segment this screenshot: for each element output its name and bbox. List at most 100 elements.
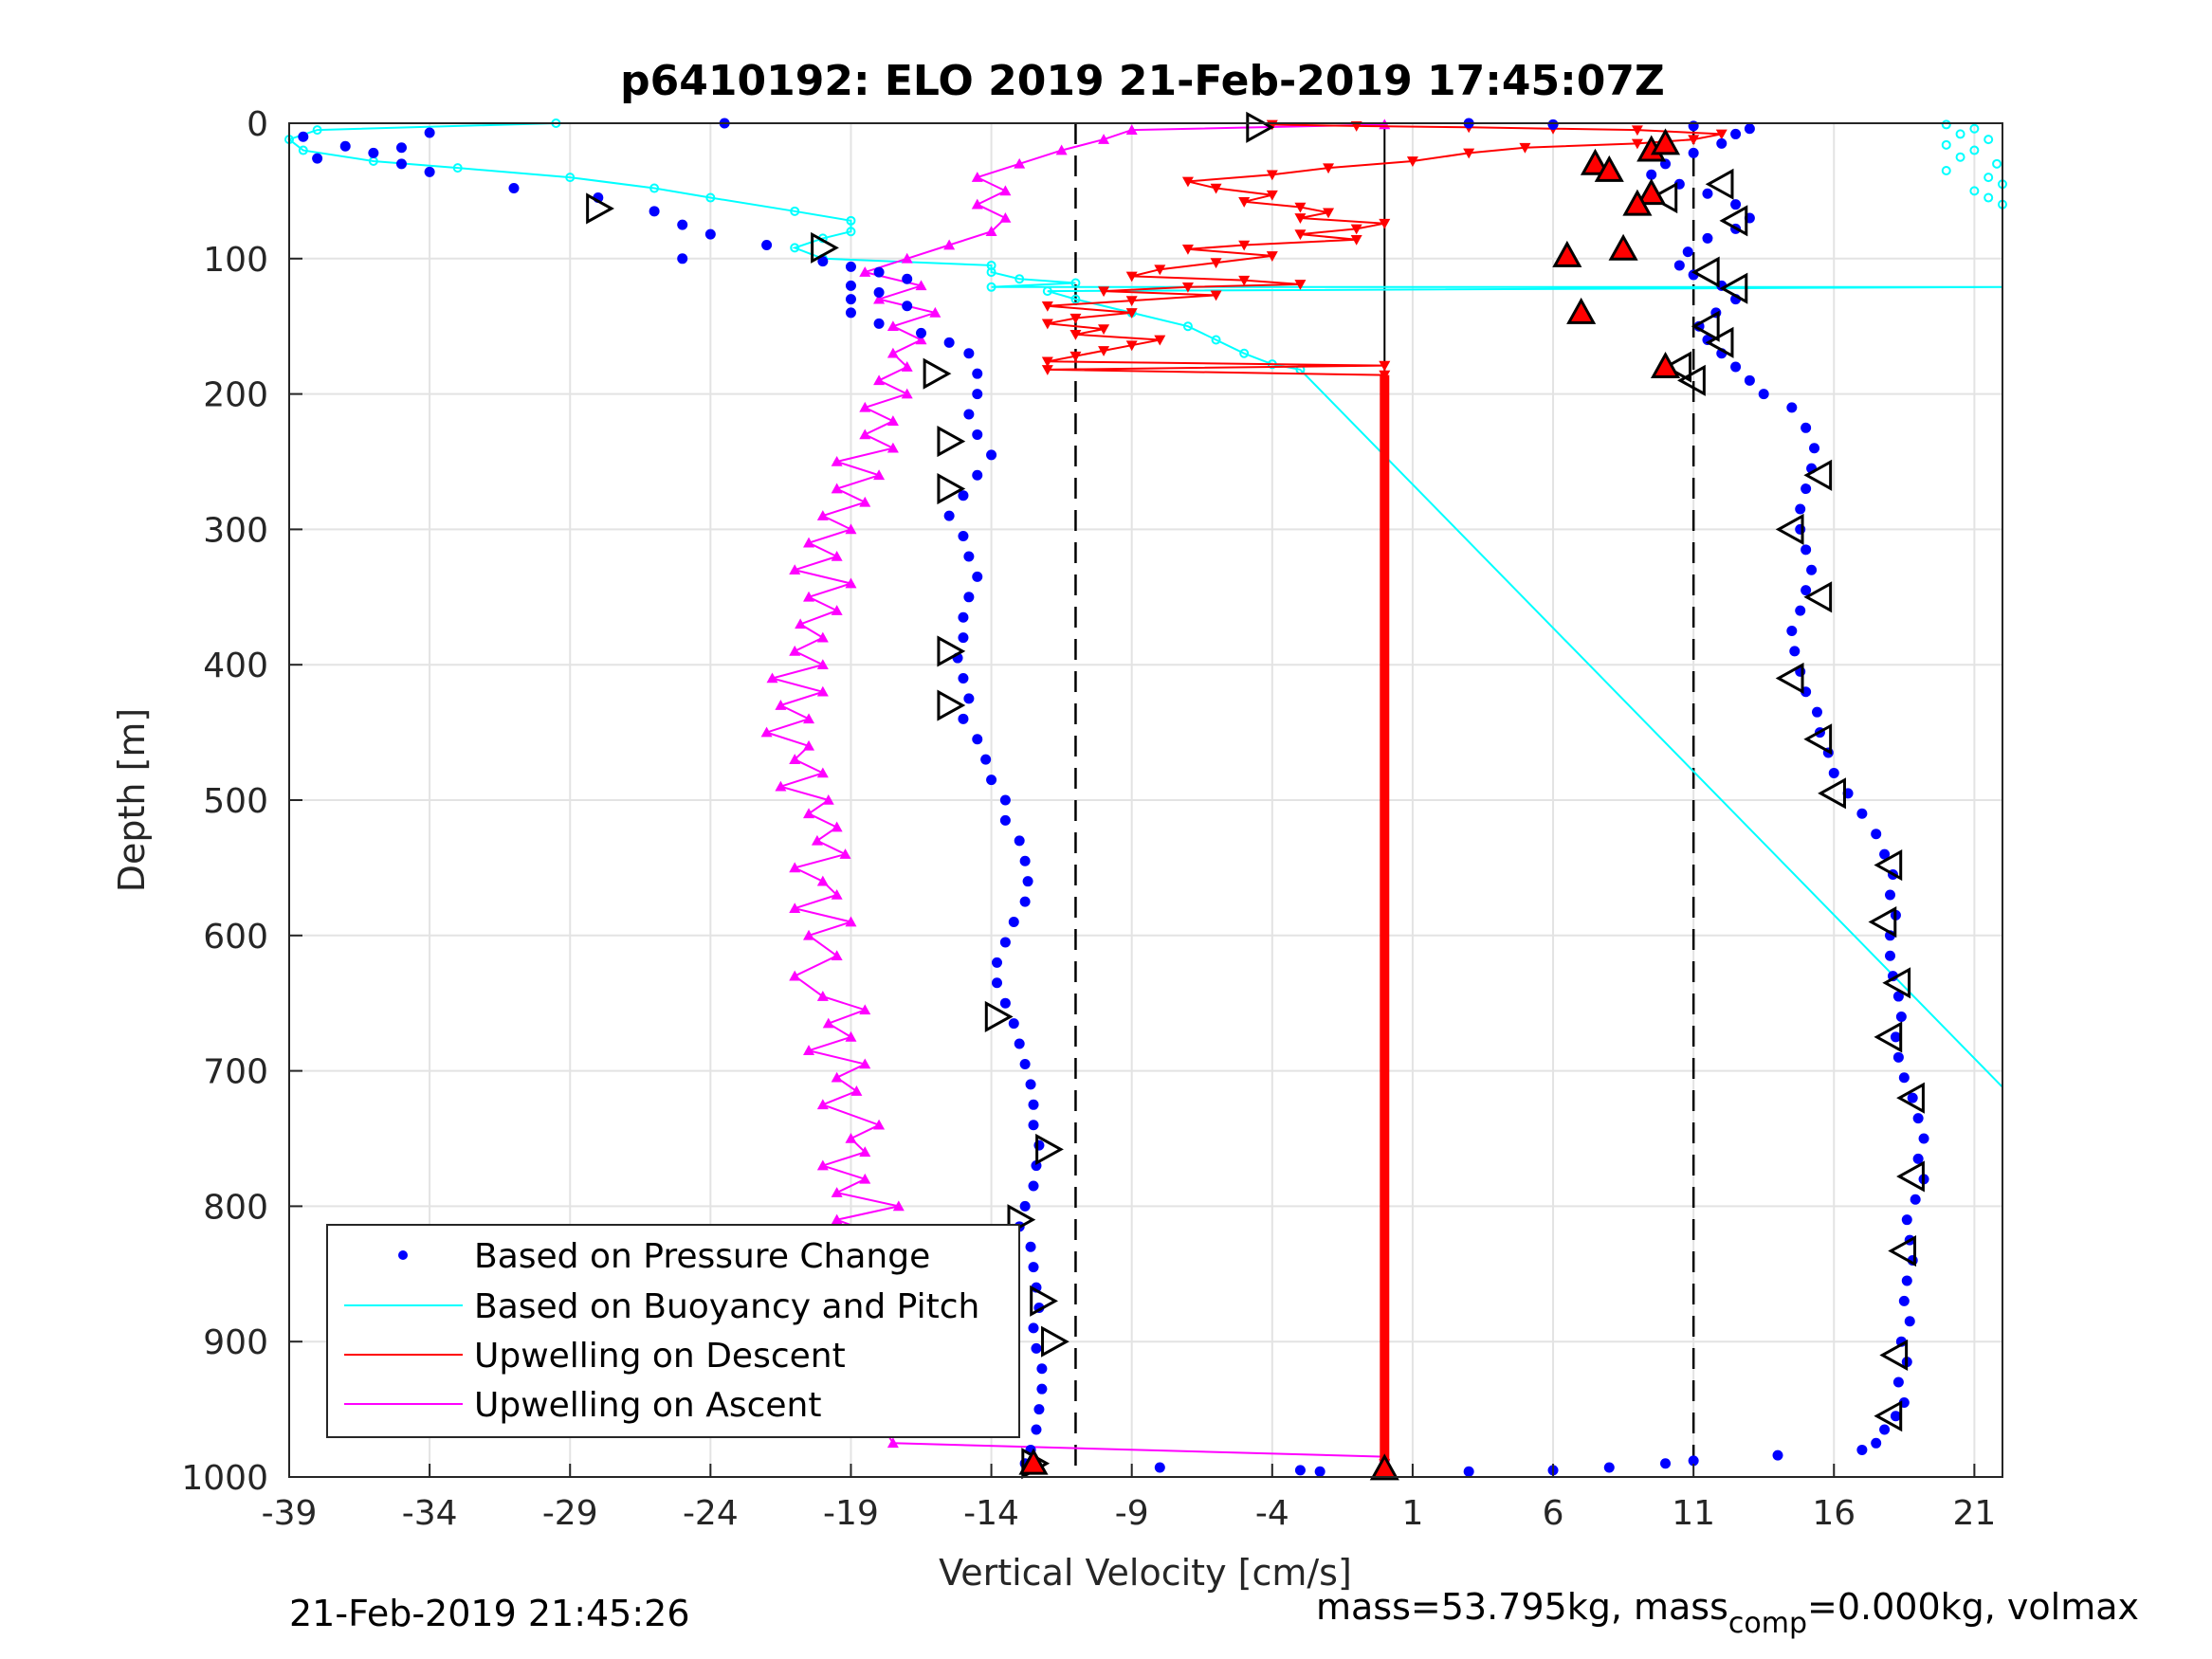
pressure-change-point: [999, 997, 1011, 1009]
pressure-change-point: [1904, 1316, 1915, 1327]
ascent-upwelling-point: [803, 929, 815, 940]
pressure-change-point: [817, 256, 829, 267]
red-filled-marker: [1580, 148, 1611, 175]
ascent-upwelling-point: [887, 347, 899, 358]
x-axis-label: Vertical Velocity [cm/s]: [939, 1552, 1352, 1594]
pressure-change-point: [1885, 889, 1896, 901]
open-triangle-marker: [1803, 581, 1833, 613]
buoyancy-surface-point: [1992, 158, 2002, 169]
pressure-change-point: [1025, 1079, 1036, 1090]
ascent-upwelling-point: [845, 1133, 857, 1143]
ascent-upwelling-point: [901, 388, 913, 399]
descent-upwelling-point: [1406, 156, 1418, 167]
descent-upwelling-point: [1041, 301, 1053, 312]
ascent-upwelling-point: [789, 970, 801, 981]
pressure-change-point: [943, 337, 955, 348]
pressure-change-point: [1008, 917, 1019, 928]
descent-upwelling-point: [1098, 346, 1110, 356]
pressure-change-point: [963, 551, 975, 562]
pressure-change-point: [963, 409, 975, 420]
pressure-change-point: [1809, 443, 1820, 454]
ascent-upwelling-point: [887, 415, 899, 426]
descent-upwelling-point: [1238, 240, 1251, 251]
pressure-change-point: [1871, 829, 1882, 840]
ascent-upwelling-point: [999, 185, 1012, 196]
ascent-upwelling-point: [929, 306, 941, 318]
pressure-change-point: [677, 219, 688, 230]
ascent-upwelling-point: [816, 875, 829, 886]
x-tick-label: 21: [1952, 1494, 1996, 1533]
descent-upwelling-point: [1041, 319, 1053, 330]
descent-upwelling-point: [1181, 282, 1194, 293]
ascent-upwelling-point: [859, 496, 871, 507]
open-triangle-marker: [1677, 364, 1706, 396]
red-filled-marker: [1650, 351, 1681, 378]
pressure-change-point: [972, 428, 983, 440]
pressure-change-point: [986, 449, 997, 461]
ascent-upwelling-point: [839, 848, 851, 859]
pressure-change-point: [1801, 483, 1812, 495]
pressure-change-point: [1871, 1437, 1882, 1449]
ascent-upwelling-point: [816, 631, 829, 643]
pressure-change-point: [1036, 1383, 1048, 1395]
buoyancy-surface-point: [1941, 139, 1951, 150]
x-tick-label: -4: [1255, 1494, 1289, 1533]
ascent-upwelling-point: [775, 700, 787, 710]
pressure-change-point: [704, 228, 716, 240]
pressure-change-point: [1795, 503, 1806, 515]
open-triangle-marker: [1874, 1400, 1903, 1432]
pressure-change-point: [999, 937, 1011, 948]
open-triangle-marker: [1691, 310, 1720, 342]
pressure-change-point: [1028, 1322, 1039, 1334]
open-triangle-marker: [984, 1000, 1014, 1033]
pressure-change-point: [1033, 1139, 1045, 1151]
ascent-upwelling-point: [859, 1173, 871, 1184]
pressure-change-point: [1660, 1458, 1672, 1469]
red-filled-marker: [1566, 297, 1597, 324]
descent-upwelling-point: [1069, 313, 1082, 324]
ascent-upwelling-point: [1098, 134, 1110, 144]
pressure-change-point: [1603, 1462, 1615, 1473]
pressure-change-point: [845, 307, 856, 319]
buoyancy-point: [1239, 348, 1250, 358]
buoyancy-point: [846, 215, 856, 226]
buoyancy-surface-point: [1969, 123, 1980, 134]
legend-label-buoyancy: Based on Buoyancy and Pitch: [474, 1287, 979, 1326]
pressure-change-point: [943, 510, 955, 521]
footer-mass-suffix: =0.000kg, volmax: [1807, 1586, 2139, 1628]
pressure-change-point: [1918, 1133, 1929, 1144]
descent-upwelling-point: [1125, 271, 1138, 283]
ascent-upwelling-point: [901, 252, 913, 264]
y-tick-label: 700: [203, 1053, 268, 1092]
legend-swatch-pressure: [398, 1250, 408, 1260]
pressure-change-point: [873, 318, 885, 329]
open-triangle-marker: [1663, 351, 1692, 383]
pressure-change-point: [1898, 1295, 1910, 1306]
open-triangle-marker: [1705, 326, 1734, 358]
red-filled-marker: [1594, 155, 1624, 182]
pressure-change-point: [1801, 422, 1812, 433]
open-triangle-marker: [937, 635, 966, 667]
pressure-change-point: [873, 266, 885, 278]
ascent-upwelling-point: [816, 1099, 829, 1110]
y-tick-label: 500: [203, 782, 268, 821]
red-filled-marker: [1369, 1453, 1399, 1481]
ascent-upwelling-point: [892, 1200, 905, 1212]
buoyancy-point: [846, 227, 856, 237]
x-tick-label: -29: [542, 1494, 598, 1533]
pressure-change-point: [1019, 1200, 1031, 1212]
ascent-upwelling-point: [831, 483, 843, 494]
pressure-change-point: [1789, 646, 1801, 657]
ascent-upwelling-point: [831, 821, 843, 832]
open-triangle-marker: [1041, 1325, 1069, 1358]
pressure-change-point: [1892, 1376, 1904, 1388]
buoyancy-surface-point: [1983, 173, 1994, 183]
buoyancy-point: [986, 267, 996, 278]
y-tick-label: 300: [203, 511, 268, 550]
descent-upwelling-point: [1266, 190, 1278, 201]
open-triangle-marker: [1246, 111, 1275, 143]
pressure-change-point: [991, 977, 1002, 989]
pressure-change-point: [1688, 1455, 1699, 1467]
buoyancy-surface-point: [1983, 192, 1994, 203]
buoyancy-point: [1182, 321, 1193, 332]
